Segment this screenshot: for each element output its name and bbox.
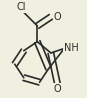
Text: O: O: [54, 12, 61, 22]
Text: O: O: [54, 84, 61, 94]
Text: NH: NH: [64, 43, 78, 53]
Text: Cl: Cl: [17, 2, 26, 12]
